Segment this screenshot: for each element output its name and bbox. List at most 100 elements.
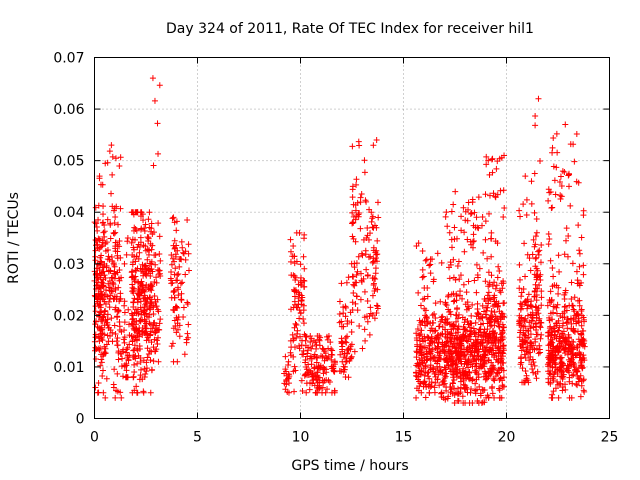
data-point (309, 343, 316, 350)
data-point (107, 333, 114, 340)
data-point (359, 252, 366, 259)
data-point (328, 346, 335, 353)
data-point (454, 305, 461, 312)
data-point (498, 356, 505, 363)
data-point (146, 303, 153, 310)
data-point (327, 339, 334, 346)
data-point (447, 308, 454, 315)
data-point (168, 269, 175, 276)
data-point (517, 327, 524, 334)
data-point (147, 283, 154, 290)
data-point (416, 332, 423, 339)
data-point (370, 142, 377, 149)
data-point (99, 353, 106, 360)
data-point (154, 306, 161, 313)
data-point (501, 205, 508, 212)
labels-layer: 0 5 10 15 20 25 0 0.01 0.02 0.03 0.04 0.05 0.06 0.07 (53, 51, 618, 446)
data-point (104, 311, 111, 318)
data-point (466, 376, 473, 383)
data-point (121, 319, 128, 326)
data-point (562, 303, 569, 310)
data-point (466, 368, 473, 375)
data-point (423, 315, 430, 322)
data-point (114, 342, 121, 349)
data-point (483, 314, 490, 321)
data-point (137, 372, 144, 379)
data-point (557, 313, 564, 320)
data-point (527, 331, 534, 338)
data-point (565, 341, 572, 348)
data-point (137, 213, 144, 220)
data-point (533, 309, 540, 316)
data-point (142, 301, 149, 308)
data-point (545, 241, 552, 248)
points-layer (91, 75, 588, 407)
data-point (448, 236, 455, 243)
data-point (548, 339, 555, 346)
data-point (529, 251, 536, 258)
data-point (489, 362, 496, 369)
data-point (483, 344, 490, 351)
data-point (575, 336, 582, 343)
data-point (473, 339, 480, 346)
data-point (446, 229, 453, 236)
data-point (373, 302, 380, 309)
data-point (361, 169, 368, 176)
data-point (303, 366, 310, 373)
data-point (134, 360, 141, 367)
data-point (145, 216, 152, 223)
data-point (450, 274, 457, 281)
data-point (134, 265, 141, 272)
data-point (561, 304, 568, 311)
data-point (103, 375, 110, 382)
data-point (371, 222, 378, 229)
data-point (100, 203, 107, 210)
data-point (117, 205, 124, 212)
data-point (521, 317, 528, 324)
data-point (135, 310, 142, 317)
data-point (495, 323, 502, 330)
data-point (567, 202, 574, 209)
data-point (548, 205, 555, 212)
data-point (366, 331, 373, 338)
data-point (313, 354, 320, 361)
data-point (185, 267, 192, 274)
data-point (475, 331, 482, 338)
data-point (349, 273, 356, 280)
data-point (317, 362, 324, 369)
data-point (552, 361, 559, 368)
data-point (522, 337, 529, 344)
data-point (108, 142, 115, 149)
data-point (105, 253, 112, 260)
data-point (113, 387, 120, 394)
data-point (290, 272, 297, 279)
data-point (109, 288, 116, 295)
data-point (537, 324, 544, 331)
data-point (486, 210, 493, 217)
data-point (469, 244, 476, 251)
data-point (337, 351, 344, 358)
data-point (349, 209, 356, 216)
data-point (516, 207, 523, 214)
data-point (536, 282, 543, 289)
data-point (576, 250, 583, 257)
data-point (106, 148, 113, 155)
data-point (571, 294, 578, 301)
data-point (499, 285, 506, 292)
data-point (560, 328, 567, 335)
data-point (451, 377, 458, 384)
data-point (531, 288, 538, 295)
data-point (336, 298, 343, 305)
data-point (149, 268, 156, 275)
data-point (285, 362, 292, 369)
data-point (172, 323, 179, 330)
data-point (171, 317, 178, 324)
data-point (442, 320, 449, 326)
data-point (418, 350, 425, 357)
data-point (533, 229, 540, 236)
data-point (552, 385, 559, 392)
data-point (532, 112, 539, 119)
data-point (358, 278, 365, 285)
data-point (372, 265, 379, 272)
data-point (309, 370, 316, 377)
